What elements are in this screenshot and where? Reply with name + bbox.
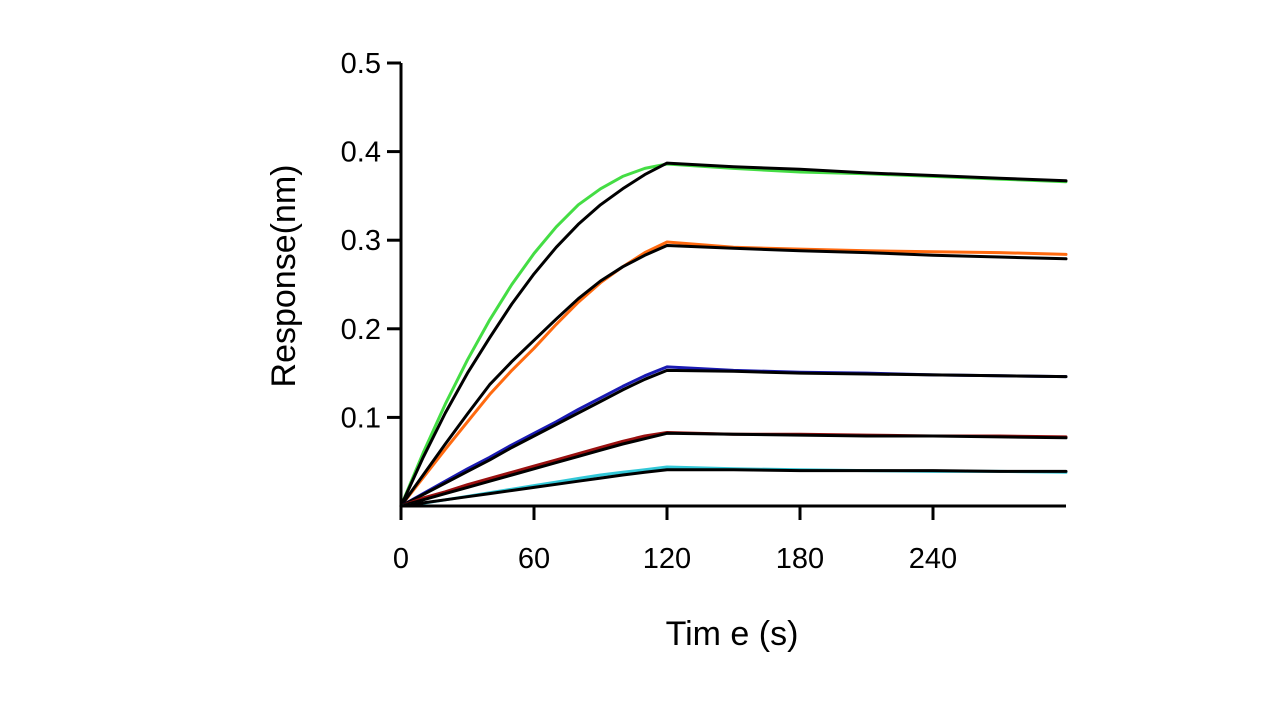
x-ticks: 0 60 120 180 240 (393, 506, 957, 575)
series-line-9 (399, 465, 1068, 508)
series-line-2 (399, 161, 1068, 508)
x-tick-label: 60 (518, 543, 550, 575)
axes-layer: 0 60 120 180 240 0.1 0.2 0.3 0.4 0.5 (341, 48, 1066, 575)
series-line-6 (399, 368, 1068, 508)
series-line-4 (399, 244, 1068, 508)
series-layer (399, 161, 1068, 508)
y-tick-label: 0.5 (341, 48, 381, 80)
y-axis-title: Response(nm) (265, 165, 303, 388)
x-axis-title: Tim e (s) (666, 615, 799, 653)
y-tick-label: 0.4 (341, 137, 381, 169)
y-tick-label: 0.3 (341, 225, 381, 257)
y-ticks: 0.1 0.2 0.3 0.4 0.5 (341, 48, 401, 434)
series-line-10 (399, 468, 1068, 508)
y-tick-label: 0.1 (341, 402, 381, 434)
series-line-8 (399, 431, 1068, 508)
x-tick-label: 180 (776, 543, 824, 575)
x-tick-label: 240 (909, 543, 957, 575)
x-tick-label: 120 (643, 543, 691, 575)
x-tick-label: 0 (393, 543, 409, 575)
y-tick-label: 0.2 (341, 314, 381, 346)
